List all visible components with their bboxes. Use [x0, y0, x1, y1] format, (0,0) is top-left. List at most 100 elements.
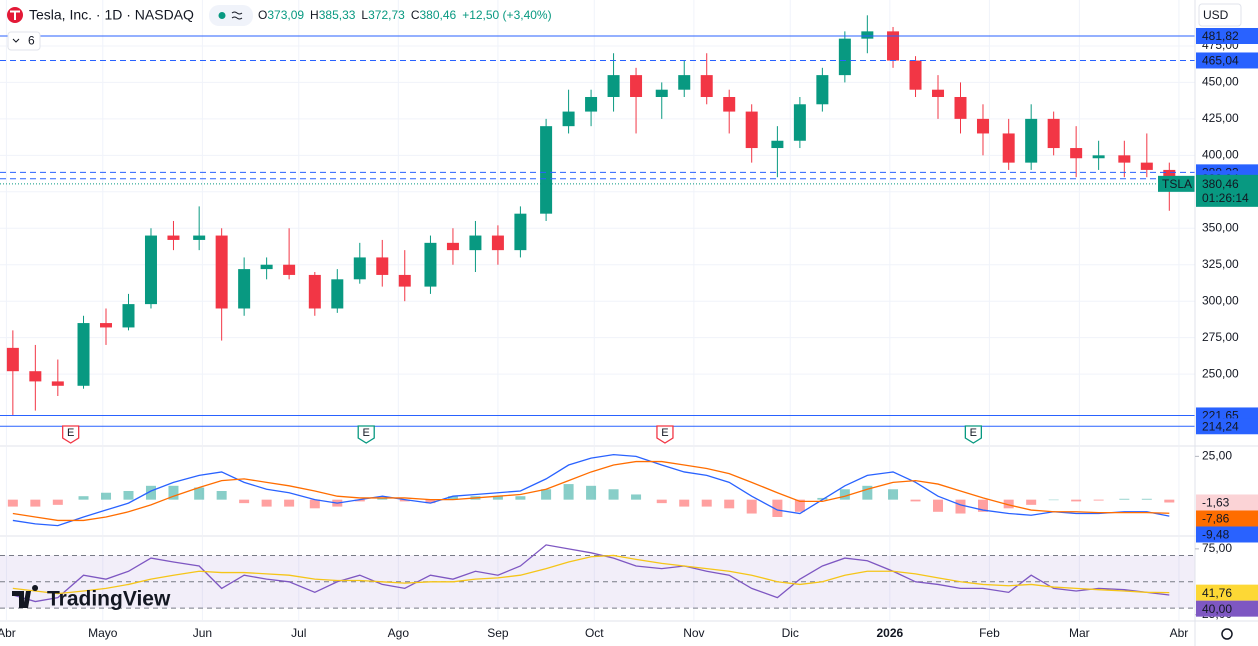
- currency: USD: [1203, 8, 1229, 22]
- histogram-bar: [78, 496, 89, 500]
- histogram-bar: [447, 496, 458, 500]
- candle-body: [1140, 162, 1153, 170]
- candle-body: [193, 235, 206, 240]
- histogram-bar: [724, 499, 735, 509]
- price-scale: 250,00275,00300,00325,00350,00375,00400,…: [1195, 27, 1258, 621]
- histogram-bar: [701, 499, 712, 507]
- candle-body: [446, 242, 459, 251]
- candle-body: [215, 235, 228, 309]
- x-tick-label: Sep: [487, 626, 509, 640]
- candle-body: [514, 213, 527, 251]
- last-price-bg: [1196, 174, 1258, 207]
- candle-body: [100, 323, 113, 328]
- candle-body: [932, 89, 945, 97]
- price-line-label-bg: [1196, 27, 1258, 44]
- candle-body: [976, 118, 989, 134]
- delay-icon: [231, 11, 243, 20]
- histogram-bar: [977, 499, 988, 512]
- last-value-label-bg: [1196, 494, 1258, 511]
- histogram-bar: [194, 487, 205, 500]
- last-value-label-bg: [1196, 526, 1258, 543]
- candle-body: [816, 75, 829, 105]
- y-tick-label: 450,00: [1202, 75, 1239, 89]
- histogram-bar: [1093, 499, 1104, 501]
- ohlc-value: 373,09: [267, 8, 304, 22]
- last-value-label: -9,48: [1202, 528, 1230, 542]
- candle-body: [6, 347, 19, 372]
- last-value-label-bg: [1196, 600, 1258, 617]
- last-price: 380,46: [1202, 177, 1239, 191]
- candle-body: [469, 235, 482, 251]
- histogram-bar: [168, 485, 179, 500]
- x-tick-label: Feb: [979, 626, 1000, 640]
- candle-body: [353, 257, 366, 280]
- watermark-text: TradingView: [47, 588, 171, 611]
- x-tick-label: Jun: [193, 626, 212, 640]
- ohlc-key: L: [361, 8, 368, 22]
- histogram-bar: [839, 489, 850, 500]
- last-value-label: 41,76: [1202, 586, 1232, 600]
- y-tick-label: 250,00: [1202, 366, 1239, 380]
- candle-body: [51, 381, 64, 386]
- histogram-bar: [101, 492, 112, 500]
- histogram-bar: [1026, 499, 1037, 505]
- candle-body: [308, 274, 321, 309]
- x-tick-label: Nov: [683, 626, 704, 640]
- price-line-label-bg: [1196, 418, 1258, 435]
- candle-body: [1002, 133, 1015, 163]
- candle-body: [540, 126, 553, 214]
- candle-body: [491, 235, 504, 251]
- event-label: E: [67, 427, 74, 439]
- legend-header[interactable]: Tesla, Inc. · 1D · NASDAQ O373,09 H385,33…: [7, 5, 552, 51]
- histogram-bar: [239, 499, 250, 504]
- histogram-bar: [656, 499, 667, 504]
- histogram-bar: [30, 499, 41, 507]
- candle-body: [793, 104, 806, 141]
- event-marker: [964, 425, 982, 444]
- indicator-count: 6: [28, 34, 35, 48]
- histogram-bar: [608, 489, 619, 500]
- candle-body: [562, 111, 575, 127]
- histogram-bar: [541, 489, 552, 500]
- histogram-bar: [123, 491, 134, 500]
- status-pill[interactable]: [209, 5, 253, 26]
- candle-body: [238, 269, 251, 309]
- histogram-bar: [862, 485, 873, 500]
- histogram-bar: [794, 499, 805, 512]
- candle-body: [607, 75, 620, 97]
- histogram-bar: [354, 499, 365, 502]
- rsi-line: [12, 554, 1170, 595]
- candle-body: [630, 75, 643, 97]
- x-tick-label: Mayo: [88, 626, 118, 640]
- settings-icon[interactable]: [1221, 628, 1233, 640]
- symbol-tag-bg: [1158, 175, 1195, 192]
- ohlc-values: O373,09 H385,33 L372,73 C380,46 +12,50 (+3,4…: [258, 8, 552, 22]
- histogram-bar: [309, 499, 320, 509]
- symbol-title: Tesla, Inc. · 1D · NASDAQ: [29, 7, 194, 23]
- currency-button[interactable]: [1198, 3, 1242, 27]
- logo-glyph: [10, 10, 20, 20]
- histogram-bar: [52, 499, 63, 505]
- candle-body: [77, 323, 90, 386]
- candle-body: [723, 96, 736, 112]
- histogram-bar: [679, 499, 690, 507]
- x-tick-label: Abr: [1170, 626, 1189, 640]
- y-tick-label: 400,00: [1202, 148, 1239, 162]
- candle-body: [1047, 118, 1060, 149]
- histogram-bar: [586, 485, 597, 500]
- price-line-label: 214,24: [1202, 419, 1239, 433]
- indicators-toggle[interactable]: [7, 31, 41, 51]
- histogram-bar: [1119, 498, 1130, 500]
- price-line-label: 465,04: [1202, 54, 1239, 68]
- histogram-bar: [492, 496, 503, 500]
- candle-body: [398, 274, 411, 287]
- candle-body: [376, 257, 389, 275]
- candle-body: [585, 96, 598, 112]
- candle-body: [144, 235, 157, 305]
- last-value-label: -7,86: [1202, 512, 1230, 526]
- candle-body: [1118, 155, 1131, 163]
- histogram-bar: [746, 499, 757, 514]
